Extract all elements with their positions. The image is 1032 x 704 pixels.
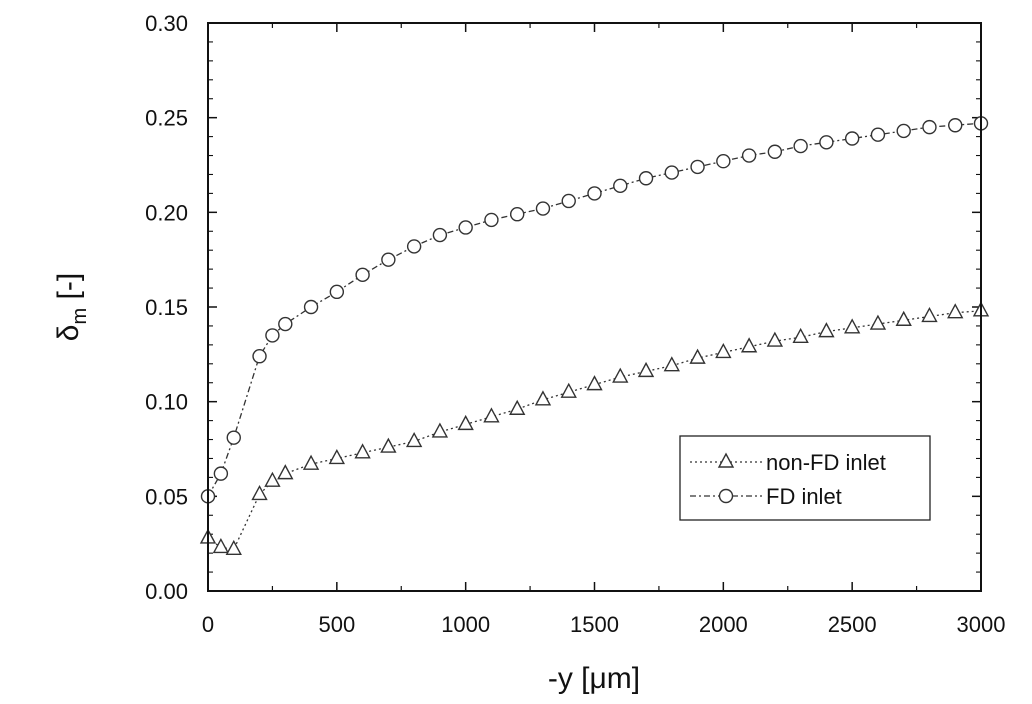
data-point-triangle [689,348,706,364]
data-point-circle [844,131,860,146]
y-axis-title-symbol: δ [52,324,85,341]
x-tick-label: 500 [318,612,355,637]
data-point-circle [741,148,757,163]
data-point-triangle [509,399,526,415]
data-point-triangle [869,314,887,330]
y-tick-label: 0.25 [145,106,188,131]
data-point-triangle [740,337,758,353]
data-point-triangle [277,464,294,480]
data-point-circle [638,171,654,186]
data-point-triangle [302,454,320,470]
data-point-circle [510,207,525,222]
data-point-circle [535,201,551,216]
y-axis-title-subscript: m [69,308,91,325]
data-point-triangle [483,407,500,423]
data-point-triangle [663,356,680,372]
x-tick-label: 0 [202,612,214,637]
legend-label-fd: FD inlet [766,484,842,509]
data-point-circle [819,135,834,150]
series-line [207,310,982,551]
data-point-triangle [560,382,577,398]
data-point-circle [252,349,267,364]
y-tick-label: 0.30 [145,11,188,36]
data-point-circle [278,316,293,332]
data-point-circle [922,119,937,135]
data-point-triangle [405,431,423,448]
y-tick-labels: 0.00 0.05 0.10 0.15 0.20 0.25 0.30 [145,11,188,604]
data-point-circle [561,193,576,209]
legend-triangle-marker [717,452,735,468]
data-point-circle [690,159,705,175]
data-point-triangle [534,390,552,406]
legend: non-FD inlet FD inlet [679,435,931,521]
x-tick-label: 3000 [957,612,1006,637]
legend-label-non-fd: non-FD inlet [766,450,886,475]
data-point-circle [381,252,396,267]
series-1 [199,301,990,556]
x-tick-labels: 0 500 1000 1500 2000 2500 3000 [202,612,1006,637]
data-point-triangle [586,375,603,391]
data-point-triangle [457,414,474,431]
series-line [207,122,982,497]
data-point-circle [613,178,628,194]
y-tick-label: 0.15 [145,295,188,320]
data-point-circle [458,220,473,235]
x-tick-label: 2500 [828,612,877,637]
y-tick-label: 0.10 [145,390,188,415]
data-point-triangle [843,318,861,334]
data-point-circle [870,127,886,142]
data-point-triangle [264,471,281,487]
data-point-triangle [818,322,835,338]
legend-circle-marker [718,488,734,504]
data-point-circle [265,328,280,343]
data-point-circle [432,227,448,243]
data-point-circle [716,154,731,169]
x-tick-label: 1500 [570,612,619,637]
y-axis-title: δm [-] [52,273,91,341]
data-point-triangle [921,306,938,323]
data-point-circle [587,186,602,201]
data-point-circle [948,118,963,133]
data-point-circle [793,138,808,154]
data-point-triangle [251,484,268,501]
data-point-circle [303,299,319,315]
data-point-triangle [612,367,629,383]
data-point-triangle [947,303,964,319]
data-point-triangle [895,310,912,326]
data-point-circle [896,123,911,139]
data-point-triangle [766,331,784,347]
y-tick-label: 0.00 [145,579,188,604]
legend-box [679,435,931,521]
data-point-triangle [225,539,242,556]
y-tick-label: 0.20 [145,200,188,225]
data-point-triangle [792,327,809,343]
data-point-triangle [431,422,449,438]
data-point-circle [767,144,783,159]
data-point-triangle [380,437,397,453]
data-point-circle [213,466,229,481]
data-point-circle [329,284,345,300]
data-point-circle [406,239,422,254]
data-point-circle [664,165,679,180]
x-tick-label: 1000 [441,612,490,637]
data-point-circle [484,212,499,228]
data-point-triangle [354,443,371,459]
data-point-triangle [715,342,732,359]
y-tick-label: 0.05 [145,484,188,509]
data-point-triangle [212,537,230,554]
plot-frame [207,22,982,592]
data-point-triangle [637,361,655,378]
x-tick-label: 2000 [699,612,748,637]
series-layer [199,116,990,556]
data-point-circle [355,267,370,283]
data-point-circle [226,430,241,445]
x-axis-title: -y [μm] [548,662,640,695]
y-axis-title-suffix: [-] [52,273,85,308]
data-point-triangle [328,448,346,465]
